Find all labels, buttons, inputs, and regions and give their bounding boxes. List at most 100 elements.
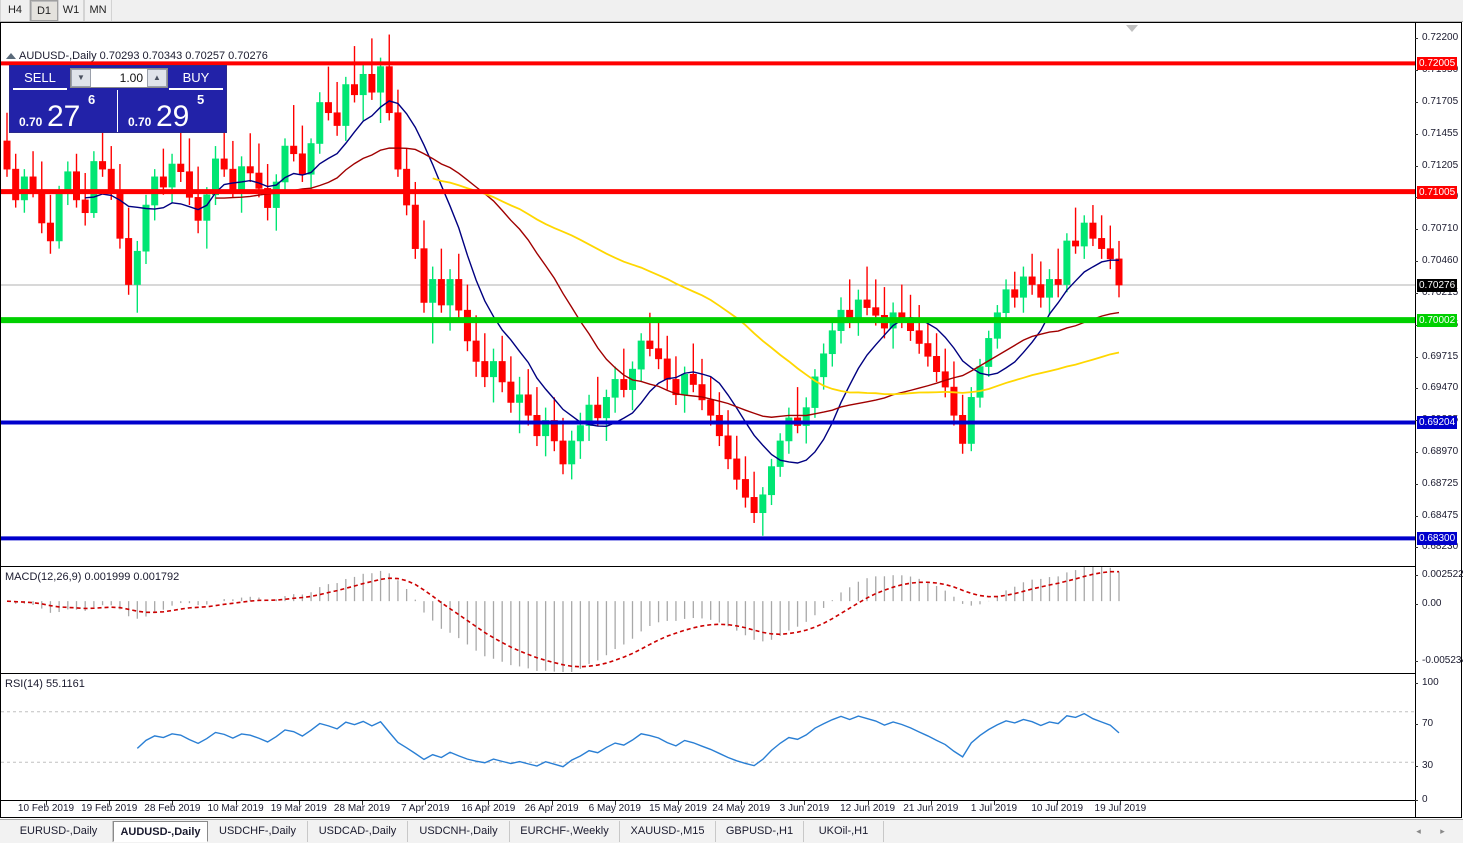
volume-increment-icon[interactable]: ▲ xyxy=(147,69,167,87)
chart-tab-gbpusd[interactable]: GBPUSD-,H1 xyxy=(716,821,804,842)
x-axis-tick xyxy=(298,801,300,805)
price-tick: 0.69715 xyxy=(1415,351,1461,363)
price-tag[interactable]: 0.70002 xyxy=(1417,314,1458,328)
x-axis-tick xyxy=(1057,801,1059,805)
chart-tab-usdcad[interactable]: USDCAD-,Daily xyxy=(308,821,408,842)
ask-prefix: 0.70 xyxy=(128,115,152,129)
x-axis-tick xyxy=(804,801,806,805)
price-tick: 0.71205 xyxy=(1415,160,1461,172)
bid-quote[interactable]: 0.70 27 6 xyxy=(10,90,118,133)
timeframe-toolbar: H4 D1 W1 MN xyxy=(0,0,1463,22)
trade-panel-top: SELL ▼ 1.00 ▲ BUY xyxy=(10,66,226,90)
chart-tab-usdcnh[interactable]: USDCNH-,Daily xyxy=(408,821,510,842)
x-axis-label: 10 Jul 2019 xyxy=(1031,803,1084,814)
x-axis-label: 3 Jun 2019 xyxy=(779,803,830,814)
ask-quote[interactable]: 0.70 29 5 xyxy=(119,90,226,133)
price-tick: 0.69470 xyxy=(1415,382,1461,394)
price-tag[interactable]: 0.72005 xyxy=(1417,57,1458,71)
volume-input[interactable]: ▼ 1.00 ▲ xyxy=(70,68,168,88)
price-tick-label: 0.71205 xyxy=(1422,159,1459,171)
x-axis-tick xyxy=(235,801,237,805)
x-axis-label: 19 Mar 2019 xyxy=(270,803,327,814)
one-click-trading-panel[interactable]: SELL ▼ 1.00 ▲ BUY 0.70 27 6 0.70 29 5 xyxy=(9,65,227,133)
macd-tick: 0.002522 xyxy=(1415,569,1463,581)
sell-button[interactable]: SELL xyxy=(13,68,67,90)
rsi-plot xyxy=(1,711,1416,768)
collapse-triangle-icon[interactable] xyxy=(6,53,16,59)
chart-tab-xauusd[interactable]: XAUUSD-,M15 xyxy=(620,821,716,842)
x-axis-label: 28 Feb 2019 xyxy=(144,803,201,814)
price-tick-label: 0.70460 xyxy=(1422,255,1459,267)
chart-tab-eurusd[interactable]: EURUSD-,Daily xyxy=(5,821,113,842)
price-tick-label: 0.70710 xyxy=(1422,223,1459,235)
volume-decrement-icon[interactable]: ▼ xyxy=(71,69,91,87)
price-tick: 0.71705 xyxy=(1415,96,1461,108)
scroll-right-icon[interactable]: ▸ xyxy=(1440,826,1445,836)
x-axis-label: 19 Jul 2019 xyxy=(1094,803,1147,814)
price-tick-label: 0.72200 xyxy=(1422,32,1459,44)
price-tick-label: 0.68230 xyxy=(1422,541,1459,553)
x-axis-tick xyxy=(172,801,174,805)
x-axis-tick xyxy=(867,801,869,805)
x-axis-tick xyxy=(614,801,616,805)
price-tick-label: 0.68970 xyxy=(1422,446,1459,458)
scroll-left-icon[interactable]: ◂ xyxy=(1416,826,1421,836)
x-axis-tick xyxy=(488,801,490,805)
price-tag[interactable]: 0.71005 xyxy=(1417,185,1458,199)
price-tick-label: 0.68475 xyxy=(1422,509,1459,521)
rsi-tick: 30 xyxy=(1415,760,1461,772)
timeframe-button-d1[interactable]: D1 xyxy=(30,0,58,21)
chart-tab-usdchf[interactable]: USDCHF-,Daily xyxy=(208,821,308,842)
x-axis-tick xyxy=(109,801,111,805)
price-tag[interactable]: 0.69204 xyxy=(1417,416,1458,430)
x-axis-label: 28 Mar 2019 xyxy=(333,803,391,814)
timeframe-button-w1[interactable]: W1 xyxy=(58,0,84,21)
x-axis-tick xyxy=(362,801,363,805)
price-tick-label: 0.70215 xyxy=(1422,286,1459,298)
timeframe-button-h4[interactable]: H4 xyxy=(0,0,30,21)
x-axis-label: 24 May 2019 xyxy=(712,803,771,814)
x-axis-tick xyxy=(551,801,553,805)
x-axis-label: 10 Mar 2019 xyxy=(207,803,264,814)
price-tick: 0.68230 xyxy=(1415,541,1461,553)
rsi-header: RSI(14) 55.1161 xyxy=(5,678,85,690)
x-axis-label: 10 Feb 2019 xyxy=(17,803,75,814)
chart-tab-eurchf[interactable]: EURCHF-,Weekly xyxy=(510,821,620,842)
price-scale[interactable]: 0.722000.719500.717050.714550.712050.709… xyxy=(1415,23,1463,817)
macd-pane[interactable]: MACD(12,26,9) 0.001999 0.001792 xyxy=(1,566,1416,672)
x-axis-tick xyxy=(741,801,743,805)
price-tick: 0.70710 xyxy=(1415,223,1461,235)
x-axis-label: 15 May 2019 xyxy=(649,803,707,814)
buy-button[interactable]: BUY xyxy=(169,68,223,90)
price-tick: 0.68475 xyxy=(1415,510,1461,522)
chart-scroll-caret-icon[interactable] xyxy=(1126,25,1138,32)
chart-tab-audusd[interactable]: AUDUSD-,Daily xyxy=(113,821,208,842)
quote-row: 0.70 27 6 0.70 29 5 xyxy=(10,90,226,133)
macd-plot xyxy=(6,567,1120,672)
price-tick-label: 0.68725 xyxy=(1422,477,1459,489)
rsi-tick: 0 xyxy=(1415,794,1461,806)
chart-tab-ukoil[interactable]: UKOil-,H1 xyxy=(804,821,884,842)
price-tag[interactable]: 0.70276 xyxy=(1417,279,1458,293)
timeframe-button-mn[interactable]: MN xyxy=(84,0,112,21)
x-axis-label: 7 Apr 2019 xyxy=(401,803,450,814)
price-tag[interactable]: 0.68300 xyxy=(1417,532,1458,546)
x-axis-label: 12 Jun 2019 xyxy=(840,803,896,814)
rsi-pane[interactable]: RSI(14) 55.1161 xyxy=(1,673,1416,800)
symbol-header: AUDUSD-,Daily 0.70293 0.70343 0.70257 0.… xyxy=(19,50,268,62)
candlestick-plot xyxy=(1,34,1416,541)
ask-fraction: 5 xyxy=(197,92,205,107)
price-pane[interactable] xyxy=(1,23,1416,564)
chart-tab-bar: EURUSD-,Daily AUDUSD-,Daily USDCHF-,Daily U… xyxy=(0,819,1463,843)
macd-tick: 0.00 xyxy=(1415,598,1461,610)
bid-fraction: 6 xyxy=(88,92,96,107)
x-axis-tick xyxy=(425,801,427,805)
x-axis-tick xyxy=(1120,801,1122,805)
bid-main: 27 xyxy=(47,100,81,133)
price-tick: 0.71455 xyxy=(1415,128,1461,140)
x-axis-label: 21 Jun 2019 xyxy=(903,803,959,814)
x-axis-tick xyxy=(678,801,679,805)
ask-main: 29 xyxy=(156,100,190,133)
x-axis-tick xyxy=(930,801,932,805)
